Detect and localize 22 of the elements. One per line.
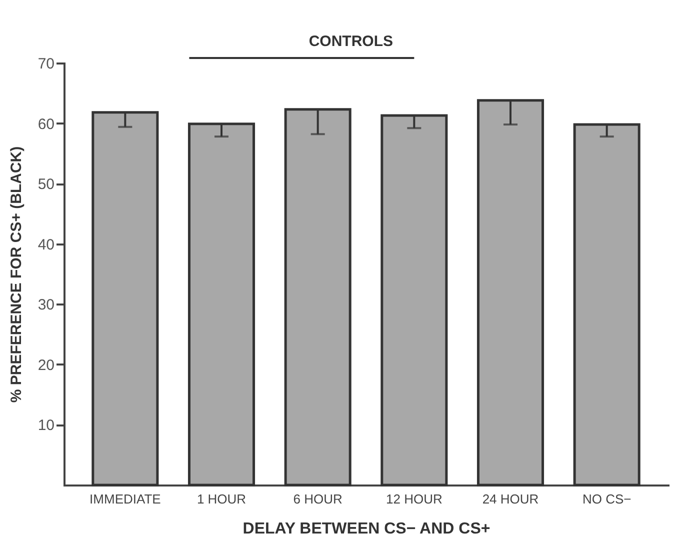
bar [92, 111, 159, 486]
y-tick-label: 30 [38, 296, 54, 314]
x-tick-label: 24 HOUR [482, 492, 539, 506]
y-tick-label: 20 [38, 356, 54, 374]
y-tick-label: 40 [38, 236, 54, 254]
x-tick-label: 1 HOUR [196, 492, 246, 506]
text: CONTROLS [308, 33, 393, 50]
y-axis-title: % PREFERENCE FOR CS+ (BLACK) [8, 146, 25, 403]
y-tick-label: 50 [38, 176, 54, 194]
bar [284, 108, 352, 486]
x-tick-label: IMMEDIATE [90, 492, 162, 506]
bar [380, 114, 448, 486]
x-axis-title: DELAY BETWEEN CS− AND CS+ [242, 520, 490, 538]
bar [573, 123, 640, 486]
y-tick-label: 70 [38, 56, 54, 72]
x-tick-label: 6 HOUR [293, 492, 342, 506]
y-tick-label: 10 [38, 417, 54, 434]
bar [476, 99, 544, 486]
bar [188, 122, 256, 486]
x-tick-label: 12 HOUR [386, 492, 442, 506]
x-tick-label: NO CS− [582, 492, 632, 506]
y-tick-label: 60 [38, 116, 54, 133]
